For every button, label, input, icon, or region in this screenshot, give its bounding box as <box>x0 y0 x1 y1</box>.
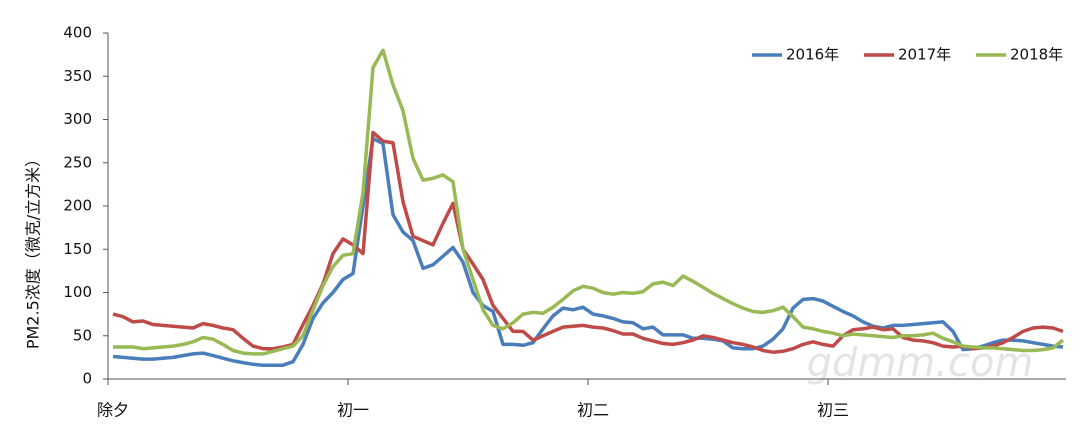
y-tick-label: 150 <box>63 240 92 258</box>
series-line <box>112 130 1064 354</box>
x-tick-label: 除夕 <box>97 401 129 420</box>
x-tick-label: 初一 <box>337 401 369 420</box>
y-axis-label: PM2.5浓度（微克/立方米） <box>24 151 43 349</box>
series-line <box>112 136 1064 367</box>
y-tick-label: 400 <box>63 24 92 42</box>
y-tick-label: 50 <box>73 326 92 344</box>
legend-label: 2017年 <box>898 46 951 64</box>
y-tick-label: 0 <box>82 370 92 388</box>
y-tick-label: 300 <box>63 110 92 128</box>
y-tick-label: 250 <box>63 153 92 171</box>
y-tick-label: 350 <box>63 67 92 85</box>
x-tick-label: 初二 <box>577 401 609 420</box>
y-tick-label: 100 <box>63 283 92 301</box>
y-tick-label: 200 <box>63 197 92 215</box>
legend-label: 2016年 <box>786 46 839 64</box>
x-tick-label: 初三 <box>817 401 849 420</box>
legend-label: 2018年 <box>1010 46 1063 64</box>
series-line <box>113 48 1065 356</box>
